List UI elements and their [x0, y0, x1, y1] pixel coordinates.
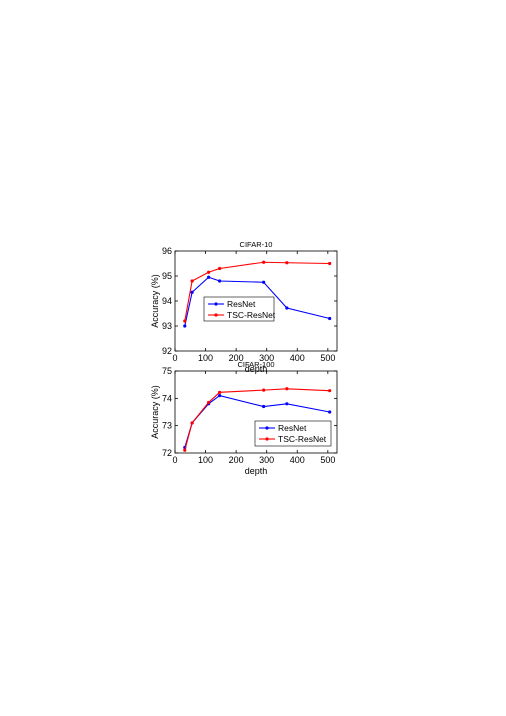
data-point: [183, 324, 187, 328]
data-point: [218, 279, 222, 283]
data-point: [328, 316, 332, 321]
legend-marker-1: [214, 313, 218, 317]
data-point: [328, 410, 332, 414]
y-tick-label: 74: [162, 393, 172, 403]
x-tick-label: 100: [198, 455, 213, 465]
y-tick-label: 73: [162, 421, 172, 431]
data-point: [183, 448, 187, 452]
y-tick-label: 94: [162, 296, 172, 306]
data-point: [190, 279, 194, 283]
data-point: [285, 387, 289, 391]
chart-title: CIFAR-10: [240, 240, 273, 249]
chart-title: CIFAR-100: [237, 360, 274, 369]
legend-label-0: ResNet: [278, 423, 307, 433]
legend-box: [203, 296, 275, 322]
data-point: [262, 388, 266, 392]
data-point: [262, 280, 266, 284]
legend-label-1: TSC-ResNet: [227, 310, 276, 320]
data-point: [328, 261, 332, 266]
data-point: [218, 394, 222, 398]
x-tick-label: 400: [290, 353, 305, 363]
y-tick-label: 95: [162, 271, 172, 281]
x-tick-label: 0: [172, 353, 177, 363]
y-tick-label: 96: [162, 246, 172, 256]
x-tick-label: 0: [172, 455, 177, 465]
y-tick-label: 93: [162, 321, 172, 331]
chart-1: 0 100 200 300 400 50072737475CIFAR-100depthAc…: [150, 360, 338, 476]
data-point: [262, 404, 266, 409]
x-tick-label: 300: [259, 353, 274, 363]
legend-marker-0: [265, 426, 269, 430]
x-tick-label: 400: [290, 455, 305, 465]
legend-label-0: ResNet: [227, 299, 256, 309]
data-point: [218, 266, 222, 271]
data-point: [207, 275, 211, 279]
data-point: [285, 306, 289, 310]
data-point: [207, 400, 211, 405]
x-tick-label: 300: [259, 455, 274, 465]
data-point: [190, 421, 194, 425]
data-point: [190, 290, 194, 294]
y-axis-label: Accuracy (%): [150, 385, 160, 439]
y-tick-label: 75: [162, 366, 172, 376]
x-tick-label: 500: [320, 353, 335, 363]
x-tick-label: 200: [229, 455, 244, 465]
data-point: [207, 270, 211, 274]
x-axis-label: depth: [245, 466, 268, 476]
x-tick-label: 200: [229, 353, 244, 363]
x-tick-label: 500: [320, 455, 335, 465]
data-point: [285, 402, 289, 406]
legend-marker-0: [214, 302, 218, 306]
x-tick-label: 100: [198, 353, 213, 363]
y-axis-label: Accuracy (%): [150, 274, 160, 328]
x-axis-label: depth: [245, 364, 268, 374]
data-point: [262, 260, 266, 264]
y-tick-label: 72: [162, 448, 172, 458]
legend-marker-1: [265, 437, 269, 441]
chart-0: 0 100 200 300 400 500 92 93 94 95 96 CIFAR-10 depth A…: [150, 240, 338, 374]
data-point: [218, 390, 222, 394]
legend-label-1: TSC-ResNet: [278, 434, 327, 444]
data-point: [183, 319, 187, 323]
data-point: [285, 261, 289, 265]
y-tick-label: 92: [162, 346, 172, 356]
plot-area-frame: [174, 370, 338, 454]
legend-box: [254, 420, 332, 447]
data-point: [328, 389, 332, 393]
